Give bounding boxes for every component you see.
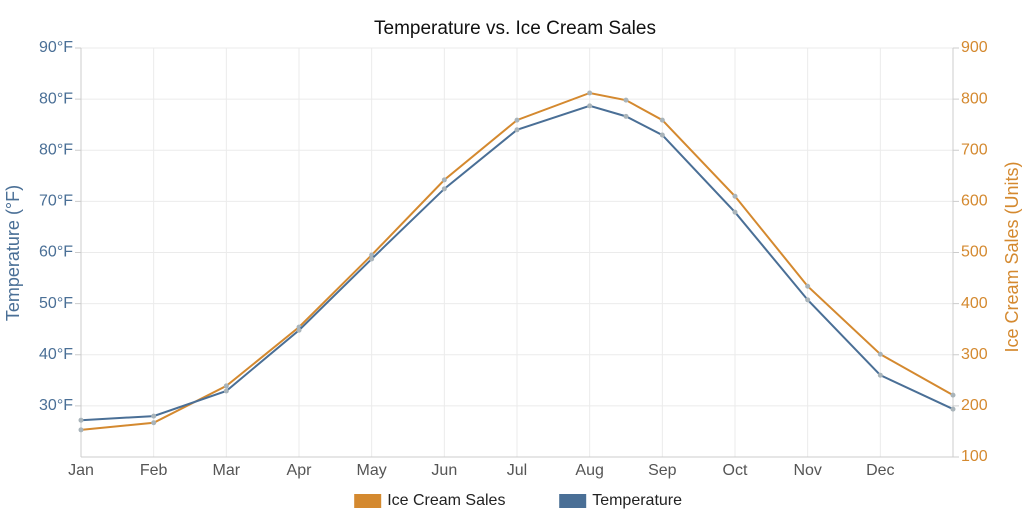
y2-tick-label: 600 <box>961 193 988 210</box>
y-tick-label: 80°F <box>39 141 73 158</box>
x-tick-label: May <box>357 462 387 479</box>
legend-swatch <box>354 494 382 508</box>
y-tick-label: 80°F <box>39 90 73 107</box>
x-tick-label: Jan <box>68 462 94 479</box>
y2-tick-label: 300 <box>961 346 988 363</box>
x-tick-label: Sep <box>648 462 677 479</box>
legend-label: Temperature <box>592 492 682 509</box>
x-tick-label: Jun <box>431 462 457 479</box>
point <box>732 193 738 199</box>
point <box>877 372 883 378</box>
point <box>441 177 447 183</box>
y-tick-label: 90°F <box>39 39 73 56</box>
point <box>587 90 593 96</box>
point <box>877 351 883 357</box>
point <box>805 283 811 289</box>
point <box>587 103 593 109</box>
point <box>296 327 302 333</box>
x-tick-label: Mar <box>213 462 241 479</box>
point <box>659 117 665 123</box>
point <box>223 388 229 394</box>
y-tick-label: 50°F <box>39 295 73 312</box>
x-tick-label: Oct <box>723 462 748 479</box>
point <box>223 383 229 389</box>
point <box>950 406 956 412</box>
point <box>732 209 738 215</box>
series-line <box>80 91 954 431</box>
y-tick-label: 40°F <box>39 346 73 363</box>
point <box>514 127 520 133</box>
x-tick-label: Apr <box>287 462 313 479</box>
point <box>805 297 811 303</box>
y2-tick-label: 800 <box>961 90 988 107</box>
y2-tick-label: 100 <box>961 448 988 465</box>
y2-tick-label: 400 <box>961 295 988 312</box>
x-tick-label: Nov <box>793 462 821 479</box>
y2-tick-label: 200 <box>961 397 988 414</box>
legend-label: Ice Cream Sales <box>387 492 505 509</box>
point <box>659 132 665 138</box>
legend-swatch <box>559 494 587 508</box>
y-tick-label: 70°F <box>39 193 73 210</box>
y2-tick-label: 500 <box>961 244 988 261</box>
point <box>151 420 157 426</box>
y2-axis-title: Ice Cream Sales (Units) <box>1002 161 1022 352</box>
point <box>950 392 956 398</box>
x-tick-label: Feb <box>140 462 168 479</box>
series-line <box>80 104 954 422</box>
point <box>441 186 447 192</box>
x-tick-label: Jul <box>507 462 527 479</box>
chart-title: Temperature vs. Ice Cream Sales <box>374 18 656 39</box>
y2-tick-label: 900 <box>961 39 988 56</box>
point <box>623 97 629 103</box>
point <box>514 117 520 123</box>
x-tick-label: Dec <box>866 462 894 479</box>
point <box>78 427 84 433</box>
x-tick-label: Aug <box>575 462 603 479</box>
point <box>78 417 84 423</box>
y-axis-title: Temperature (°F) <box>3 185 23 321</box>
point <box>369 252 375 258</box>
point <box>151 413 157 419</box>
y2-tick-label: 700 <box>961 141 988 158</box>
point <box>369 256 375 262</box>
point <box>623 113 629 119</box>
y-tick-label: 30°F <box>39 397 73 414</box>
y-tick-label: 60°F <box>39 244 73 261</box>
